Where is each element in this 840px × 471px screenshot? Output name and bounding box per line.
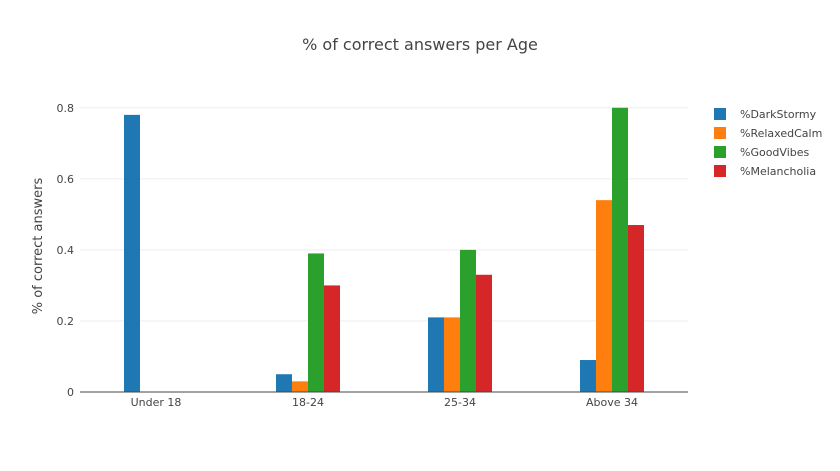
bar bbox=[124, 114, 140, 392]
gridlines bbox=[80, 107, 688, 322]
bar bbox=[308, 253, 324, 392]
bars bbox=[124, 107, 644, 392]
bar bbox=[612, 107, 628, 392]
legend-label: %Melancholia bbox=[740, 165, 816, 178]
x-tick-label: 18-24 bbox=[292, 396, 324, 409]
bar bbox=[444, 317, 460, 392]
bar bbox=[292, 381, 308, 392]
y-tick-label: 0 bbox=[67, 386, 74, 399]
chart-title: % of correct answers per Age bbox=[302, 35, 538, 54]
bar bbox=[460, 249, 476, 392]
x-tick-label: Above 34 bbox=[586, 396, 638, 409]
y-tick-label: 0.6 bbox=[57, 173, 75, 186]
bar bbox=[428, 317, 444, 392]
y-axis-title: % of correct answers bbox=[31, 178, 46, 315]
bar bbox=[580, 360, 596, 392]
legend-label: %RelaxedCalm bbox=[740, 127, 822, 140]
bar bbox=[596, 200, 612, 392]
legend-label: %GoodVibes bbox=[740, 146, 810, 159]
x-tick-label: 25-34 bbox=[444, 396, 476, 409]
legend-swatch bbox=[714, 165, 726, 177]
y-tick-label: 0.2 bbox=[57, 315, 75, 328]
bar bbox=[324, 285, 340, 392]
legend-swatch bbox=[714, 108, 726, 120]
bar bbox=[628, 225, 644, 392]
axes: 0 0.2 0.4 0.6 0.8 Under 18 18-24 25-34 Above 34 bbox=[57, 102, 688, 409]
legend: %DarkStormy %RelaxedCalm %GoodVibes %Melanc… bbox=[714, 108, 822, 178]
bar bbox=[476, 274, 492, 392]
y-tick-label: 0.8 bbox=[57, 102, 75, 115]
legend-swatch bbox=[714, 146, 726, 158]
x-tick-label: Under 18 bbox=[131, 396, 182, 409]
legend-label: %DarkStormy bbox=[740, 108, 817, 121]
bar bbox=[276, 374, 292, 392]
legend-swatch bbox=[714, 127, 726, 139]
y-tick-label: 0.4 bbox=[57, 244, 75, 257]
